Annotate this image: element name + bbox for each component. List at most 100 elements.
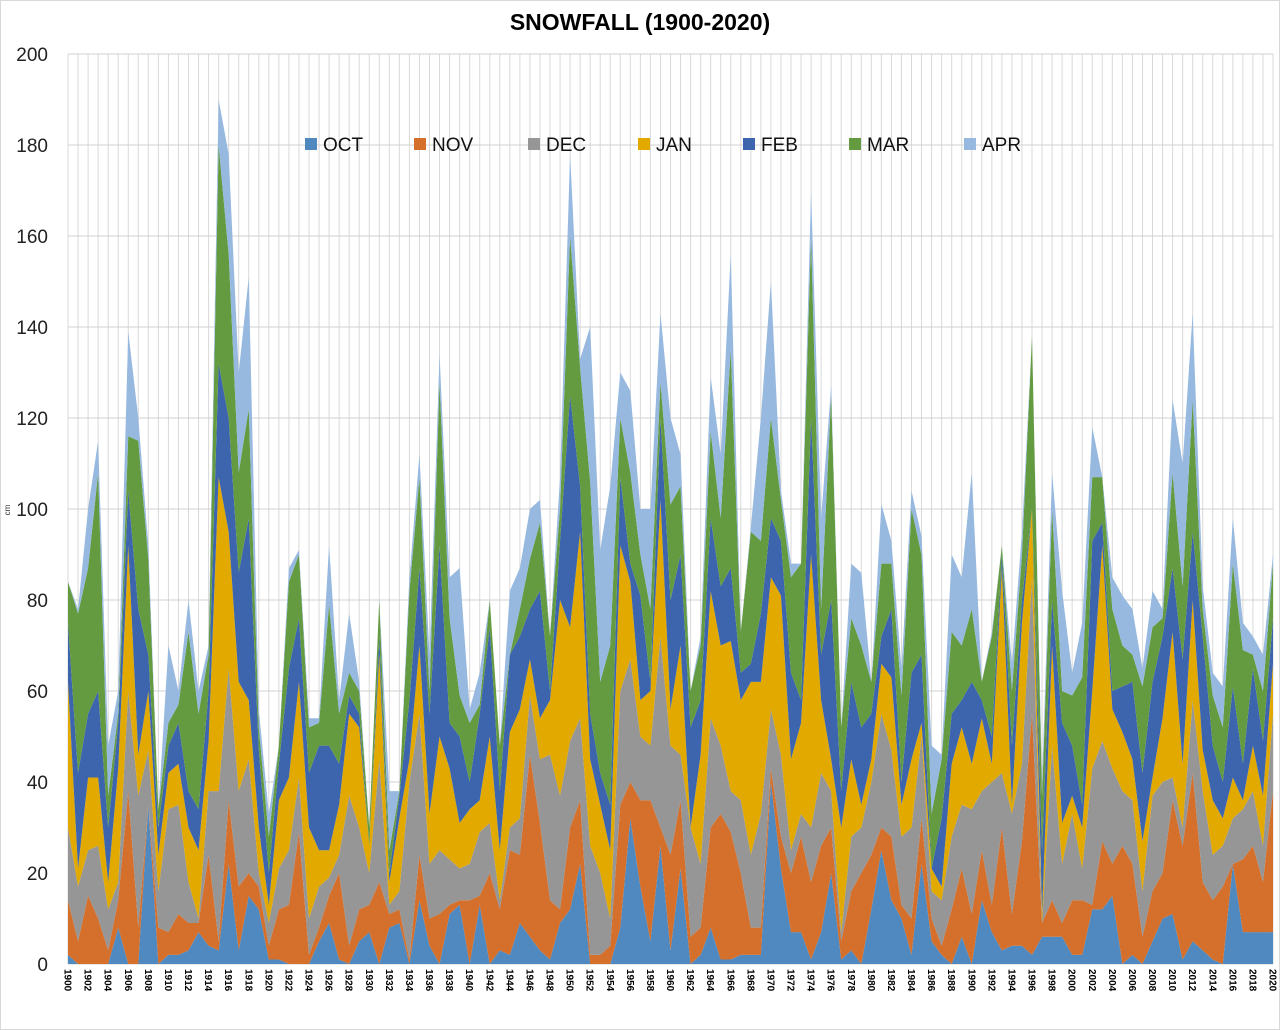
- x-tick-label: 1964: [704, 969, 715, 992]
- x-tick-label: 1904: [102, 969, 113, 992]
- x-tick-label: 1934: [403, 969, 414, 992]
- x-tick-label: 1918: [242, 969, 253, 992]
- x-tick-label: 1912: [182, 969, 193, 992]
- area-feb: [68, 363, 1273, 914]
- x-tick-label: 1986: [925, 969, 936, 992]
- area-apr: [68, 99, 1273, 851]
- x-tick-label: 2020: [1267, 969, 1278, 992]
- legend: OCT NOV DEC JAN FEB MAR APR: [305, 135, 1021, 156]
- x-tick-label: 1978: [845, 969, 856, 992]
- x-tick-label: 2010: [1166, 969, 1177, 992]
- x-tick-label: 1962: [684, 969, 695, 992]
- x-tick-label: 1980: [865, 969, 876, 992]
- x-tick-label: 1944: [503, 969, 514, 992]
- x-tick-label: 1946: [523, 969, 534, 992]
- legend-item-jan: JAN: [638, 135, 692, 156]
- x-tick-label: 2002: [1086, 969, 1097, 992]
- area-nov: [68, 713, 1273, 964]
- area-oct: [68, 782, 1273, 964]
- x-tick-label: 1984: [905, 969, 916, 992]
- x-tick-label: 1990: [965, 969, 976, 992]
- x-tick-label: 1940: [463, 969, 474, 992]
- legend-label: MAR: [867, 135, 909, 156]
- area-dec: [68, 577, 1273, 960]
- x-tick-label: 1942: [483, 969, 494, 992]
- legend-label: DEC: [546, 135, 586, 156]
- y-tick-label: 80: [27, 591, 48, 612]
- legend-label: NOV: [432, 135, 474, 156]
- x-tick-label: 1936: [423, 969, 434, 992]
- y-tick-label: 60: [27, 682, 48, 703]
- y-tick-label: 200: [16, 45, 48, 66]
- x-tick-label: 1982: [885, 969, 896, 992]
- x-tick-label: 1902: [82, 969, 93, 992]
- legend-swatch: [638, 138, 650, 150]
- x-tick-label: 1976: [825, 969, 836, 992]
- chart-title: SNOWFALL (1900-2020): [510, 9, 770, 35]
- y-tick-label: 20: [27, 864, 48, 885]
- x-tick-label: 1908: [142, 969, 153, 992]
- legend-swatch: [743, 138, 755, 150]
- x-tick-label: 1966: [724, 969, 735, 992]
- x-tick-label: 1914: [202, 969, 213, 992]
- x-tick-label: 1930: [363, 969, 374, 992]
- y-tick-label: 180: [16, 136, 48, 157]
- x-tick-label: 1924: [303, 969, 314, 992]
- y-tick-label: 0: [37, 955, 48, 976]
- legend-label: OCT: [323, 135, 364, 156]
- x-tick-label: 1916: [222, 969, 233, 992]
- x-tick-label: 1994: [1005, 969, 1016, 992]
- x-tick-label: 1948: [544, 969, 555, 992]
- x-tick-label: 2008: [1146, 969, 1157, 992]
- x-tick-label: 1920: [262, 969, 273, 992]
- legend-swatch: [528, 138, 540, 150]
- x-tick-label: 2014: [1206, 969, 1217, 992]
- x-tick-label: 2018: [1246, 969, 1257, 992]
- x-tick-label: 1988: [945, 969, 956, 992]
- x-tick-label: 1938: [443, 969, 454, 992]
- x-tick-label: 1954: [604, 969, 615, 992]
- x-tick-label: 1906: [122, 969, 133, 992]
- x-tick-label: 2000: [1066, 969, 1077, 992]
- legend-item-dec: DEC: [528, 135, 586, 156]
- y-axis-label: cm: [3, 504, 12, 515]
- x-tick-label: 1960: [664, 969, 675, 992]
- legend-swatch: [964, 138, 976, 150]
- x-tick-label: 1968: [744, 969, 755, 992]
- x-tick-label: 1900: [62, 969, 73, 992]
- x-axis-ticks: 1900 1902 1904 1906 1908 1910 1912 1914 1916 1918…: [62, 969, 1278, 992]
- x-tick-label: 1970: [764, 969, 775, 992]
- legend-item-apr: APR: [964, 135, 1021, 156]
- legend-label: APR: [982, 135, 1021, 156]
- x-tick-label: 1992: [985, 969, 996, 992]
- y-tick-label: 100: [16, 500, 48, 521]
- legend-label: FEB: [761, 135, 798, 156]
- legend-item-nov: NOV: [414, 135, 474, 156]
- legend-item-feb: FEB: [743, 135, 798, 156]
- stacked-areas: [68, 99, 1273, 964]
- x-tick-label: 1950: [564, 969, 575, 992]
- legend-swatch: [414, 138, 426, 150]
- y-tick-label: 120: [16, 409, 48, 430]
- x-tick-label: 2006: [1126, 969, 1137, 992]
- x-tick-label: 1996: [1026, 969, 1037, 992]
- x-tick-label: 1910: [162, 969, 173, 992]
- legend-swatch: [849, 138, 861, 150]
- y-axis-ticks: 0 20 40 60 80 100 120 140 160 180 200: [16, 45, 48, 976]
- y-tick-label: 140: [16, 318, 48, 339]
- x-tick-label: 1956: [624, 969, 635, 992]
- legend-item-oct: OCT: [305, 135, 364, 156]
- x-tick-label: 2004: [1106, 969, 1117, 992]
- legend-label: JAN: [656, 135, 692, 156]
- legend-swatch: [305, 138, 317, 150]
- x-tick-label: 1972: [785, 969, 796, 992]
- x-tick-label: 1932: [383, 969, 394, 992]
- x-tick-label: 1926: [323, 969, 334, 992]
- x-tick-label: 2016: [1226, 969, 1237, 992]
- x-tick-label: 1998: [1046, 969, 1057, 992]
- x-tick-label: 1928: [343, 969, 354, 992]
- area-mar: [68, 145, 1273, 873]
- y-tick-label: 160: [16, 227, 48, 248]
- x-tick-label: 1952: [584, 969, 595, 992]
